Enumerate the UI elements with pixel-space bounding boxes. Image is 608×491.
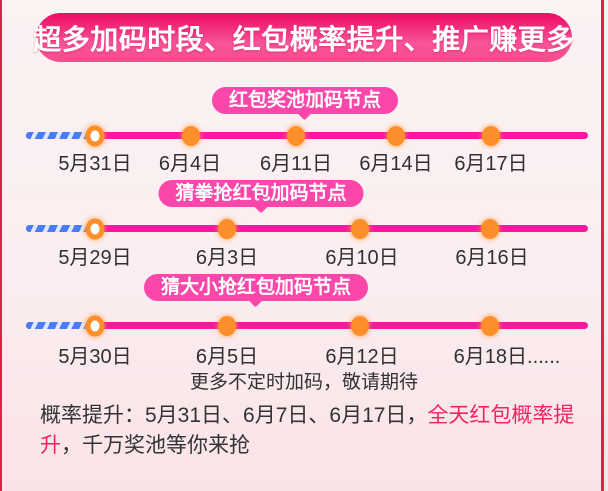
timeline-3-current-node-marker: [85, 315, 105, 336]
timeline-3-node-dot: [218, 315, 236, 336]
date-label: 6月11日: [260, 153, 332, 175]
date-label: 6月4日: [158, 153, 222, 175]
date-label: 6月14日: [359, 153, 433, 175]
timeline-2-header-bubble: 猜拳抢红包加码节点: [158, 180, 364, 207]
timeline-1-track: [26, 125, 588, 146]
promo-title-text: 超多加码时段、红包概率提升、推广赚更多: [33, 23, 575, 55]
timeline-1-header-text: 红包奖池加码节点: [228, 90, 382, 111]
date-label: 6月17日: [454, 153, 528, 175]
timeline-1-node-dot: [387, 125, 405, 146]
timeline-2-node-dot: [481, 218, 499, 239]
timeline-3-header-text: 猜大小抢红包加码节点: [160, 277, 352, 298]
date-label: 6月12日: [325, 346, 399, 368]
timeline-2-node-dot: [351, 218, 369, 239]
timeline-1-node-dot: [482, 125, 500, 146]
timeline-3-striped-segment: [26, 322, 98, 329]
probability-note: 概率提升：5月31日、6月7日、6月17日，全天红包概率提升，千万奖池等你来抢: [40, 401, 582, 461]
more-times-note: 更多不定时加码，敬请期待: [189, 372, 418, 393]
probability-prefix: 概率提升：5月31日、6月7日、6月17日，: [40, 404, 428, 427]
date-label: 5月30日: [58, 346, 132, 368]
date-label: 6月18日......: [453, 346, 561, 368]
timeline-1-current-node-marker: [85, 125, 105, 146]
timeline-1-node-dot: [182, 125, 200, 146]
probability-highlight: 全天红包概率提升: [40, 404, 575, 457]
timeline-3-node-dot: [481, 315, 499, 336]
date-label: 5月29日: [58, 247, 132, 269]
timeline-1-header-bubble: 红包奖池加码节点: [211, 87, 399, 114]
timeline-1-striped-segment: [26, 132, 98, 139]
left-red-border: [0, 0, 2, 491]
timeline-3-header-bubble: 猜大小抢红包加码节点: [143, 274, 369, 301]
date-label: 6月10日: [325, 247, 399, 269]
promo-title-banner: 超多加码时段、红包概率提升、推广赚更多: [33, 13, 575, 62]
date-label: 6月3日: [195, 247, 259, 269]
timeline-2-current-node-marker: [85, 218, 105, 239]
timeline-1-node-dot: [287, 125, 305, 146]
timeline-2-node-dot: [218, 218, 236, 239]
timeline-2-track: [26, 218, 588, 239]
timeline-2-striped-segment: [26, 225, 98, 232]
probability-suffix: ，千万奖池等你来抢: [61, 434, 250, 457]
date-label: 6月16日: [455, 247, 529, 269]
timeline-3-node-dot: [351, 315, 369, 336]
date-label: 5月31日: [58, 153, 132, 175]
right-red-border: [601, 0, 604, 491]
timeline-2-header-text: 猜拳抢红包加码节点: [175, 183, 347, 204]
date-label: 6月5日: [195, 346, 259, 368]
timeline-3-track: [26, 315, 588, 336]
